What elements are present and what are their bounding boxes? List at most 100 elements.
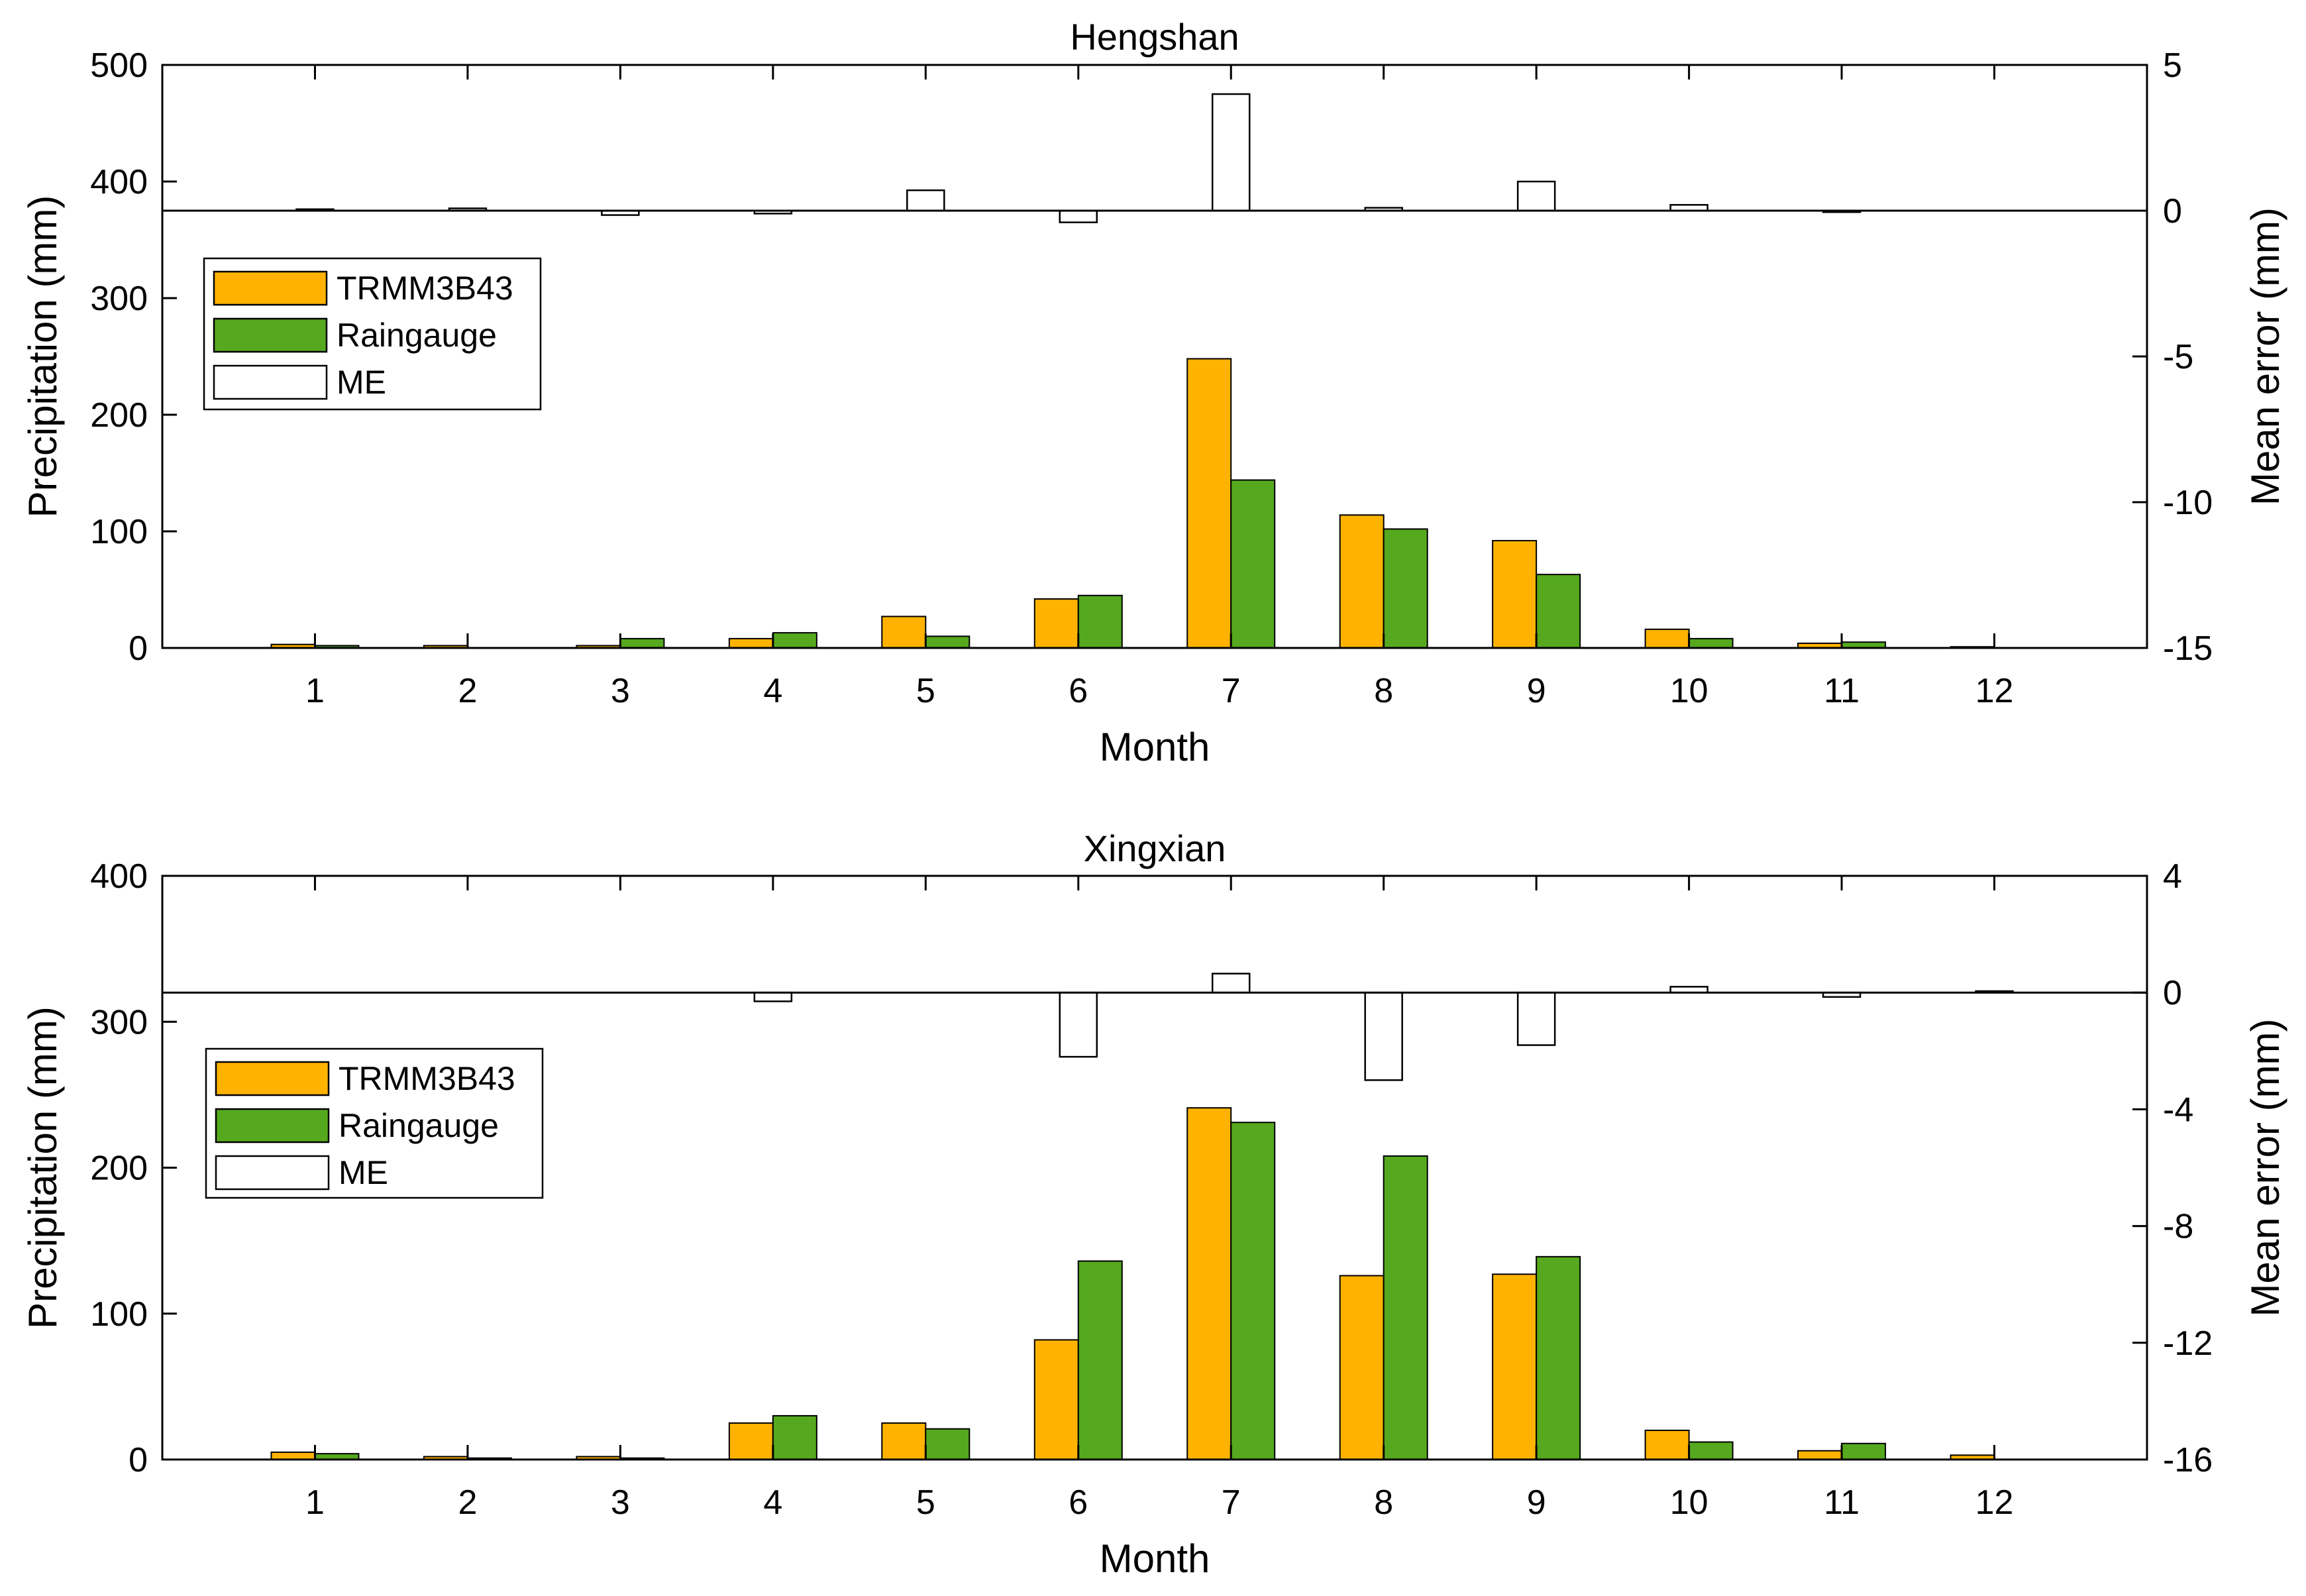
bar-trmm3b43-month-5 xyxy=(881,1422,927,1460)
bar-trmm3b43-month-9 xyxy=(1492,1273,1538,1460)
chart-title: Hengshan xyxy=(1070,16,1239,58)
x-tick-label-10: 10 xyxy=(1670,672,1708,710)
legend-swatch-me xyxy=(213,364,328,400)
me-bar-month-6 xyxy=(1059,991,1098,1058)
bar-trmm3b43-month-8 xyxy=(1339,1275,1385,1460)
x-tick-label-6: 6 xyxy=(1069,1483,1088,1522)
x-tick-label-7: 7 xyxy=(1222,672,1241,710)
x-tick-label-11: 11 xyxy=(1824,1483,1860,1522)
bar-trmm3b43-month-1 xyxy=(270,1451,316,1461)
x-tick-label-1: 1 xyxy=(305,1483,325,1522)
legend-swatch-trmm3b43 xyxy=(213,270,328,306)
chart-title: Xingxian xyxy=(1084,827,1226,869)
legend-label-me: ME xyxy=(337,364,386,401)
bar-trmm3b43-month-4 xyxy=(728,637,774,649)
y2-tick-label--12: -12 xyxy=(2163,1324,2213,1363)
bar-trmm3b43-month-10 xyxy=(1644,1429,1690,1460)
legend-label-raingauge: Raingauge xyxy=(339,1107,499,1144)
x-tick-label-2: 2 xyxy=(458,1483,477,1522)
x-tick-label-7: 7 xyxy=(1222,1483,1241,1522)
me-bar-month-9 xyxy=(1516,991,1556,1046)
x-tick-label-11: 11 xyxy=(1824,672,1860,710)
y-tick-label-0: 0 xyxy=(129,629,148,668)
bar-raingauge-month-10 xyxy=(1688,637,1734,649)
bar-raingauge-month-4 xyxy=(772,632,817,649)
me-bar-month-7 xyxy=(1211,973,1251,994)
x-tick-label-4: 4 xyxy=(763,1483,782,1522)
bar-raingauge-month-3 xyxy=(619,637,665,649)
bar-trmm3b43-month-8 xyxy=(1339,514,1385,649)
bar-raingauge-month-5 xyxy=(925,1428,970,1461)
legend-swatch-raingauge xyxy=(215,1108,330,1144)
x-tick-label-8: 8 xyxy=(1374,672,1393,710)
x-tick-label-3: 3 xyxy=(611,1483,630,1522)
bar-raingauge-month-4 xyxy=(772,1414,817,1461)
y2-tick-label--8: -8 xyxy=(2163,1208,2193,1246)
y2-tick-label-0: 0 xyxy=(2163,192,2182,231)
x-tick-label-3: 3 xyxy=(611,672,630,710)
x-tick-label-9: 9 xyxy=(1527,672,1546,710)
me-bar-month-5 xyxy=(906,189,945,212)
y2-tick-label-5: 5 xyxy=(2163,46,2182,85)
bar-raingauge-month-8 xyxy=(1383,528,1428,649)
y-axis-label: Precipitation (mm) xyxy=(21,195,65,518)
y2-axis-label: Mean error (mm) xyxy=(2243,1018,2287,1316)
legend-label-trmm3b43: TRMM3B43 xyxy=(339,1060,515,1097)
x-tick-label-6: 6 xyxy=(1069,672,1088,710)
y-axis-label: Precipitation (mm) xyxy=(21,1006,65,1329)
bar-trmm3b43-month-5 xyxy=(881,615,927,649)
legend: TRMM3B43 Raingauge ME xyxy=(205,1047,544,1199)
x-tick-label-9: 9 xyxy=(1527,1483,1546,1522)
y2-tick-label--5: -5 xyxy=(2163,338,2193,376)
y2-tick-label--4: -4 xyxy=(2163,1091,2193,1129)
y-tick-label-0: 0 xyxy=(129,1441,148,1479)
x-tick-label-8: 8 xyxy=(1374,1483,1393,1522)
x-tick-label-2: 2 xyxy=(458,672,477,710)
legend: TRMM3B43 Raingauge ME xyxy=(203,257,542,411)
legend-label-me: ME xyxy=(339,1154,388,1191)
y-tick-label-300: 300 xyxy=(90,1003,148,1041)
y2-tick-label-4: 4 xyxy=(2163,857,2182,896)
me-bar-month-4 xyxy=(753,991,793,1002)
bar-raingauge-month-5 xyxy=(925,635,970,649)
bar-trmm3b43-month-4 xyxy=(728,1422,774,1460)
bar-raingauge-month-7 xyxy=(1230,1122,1276,1461)
bar-raingauge-month-9 xyxy=(1536,1255,1581,1461)
me-bar-month-7 xyxy=(1211,93,1251,212)
bar-raingauge-month-11 xyxy=(1841,1442,1887,1460)
bar-trmm3b43-month-6 xyxy=(1033,1339,1079,1461)
bar-trmm3b43-month-7 xyxy=(1186,358,1232,649)
bar-raingauge-month-10 xyxy=(1688,1441,1734,1461)
x-tick-label-12: 12 xyxy=(1975,1483,2014,1522)
y2-tick-label--16: -16 xyxy=(2163,1441,2213,1479)
bar-raingauge-month-9 xyxy=(1536,574,1581,649)
x-tick-label-5: 5 xyxy=(916,672,935,710)
bar-raingauge-month-7 xyxy=(1230,479,1276,649)
bar-trmm3b43-month-7 xyxy=(1186,1107,1232,1460)
x-tick-label-5: 5 xyxy=(916,1483,935,1522)
bar-raingauge-month-6 xyxy=(1077,594,1123,649)
y-tick-label-100: 100 xyxy=(90,1295,148,1334)
bar-trmm3b43-month-10 xyxy=(1644,628,1690,649)
bar-trmm3b43-month-6 xyxy=(1033,598,1079,649)
legend-label-trmm3b43: TRMM3B43 xyxy=(337,270,513,307)
y2-tick-label--15: -15 xyxy=(2163,629,2213,668)
y-tick-label-400: 400 xyxy=(90,857,148,896)
bar-raingauge-month-6 xyxy=(1077,1260,1123,1460)
bar-raingauge-month-8 xyxy=(1383,1155,1428,1460)
bar-trmm3b43-month-11 xyxy=(1797,1450,1843,1460)
y2-tick-label-0: 0 xyxy=(2163,974,2182,1012)
me-bar-month-8 xyxy=(1364,991,1403,1081)
x-tick-label-1: 1 xyxy=(305,672,325,710)
x-axis-label: Month xyxy=(1100,725,1210,769)
y2-axis-label: Mean error (mm) xyxy=(2243,207,2287,505)
y-tick-label-300: 300 xyxy=(90,280,148,318)
me-bar-month-9 xyxy=(1516,180,1556,212)
legend-swatch-me xyxy=(215,1155,330,1191)
y-tick-label-400: 400 xyxy=(90,163,148,201)
legend-swatch-trmm3b43 xyxy=(215,1061,330,1096)
y-tick-label-200: 200 xyxy=(90,396,148,435)
